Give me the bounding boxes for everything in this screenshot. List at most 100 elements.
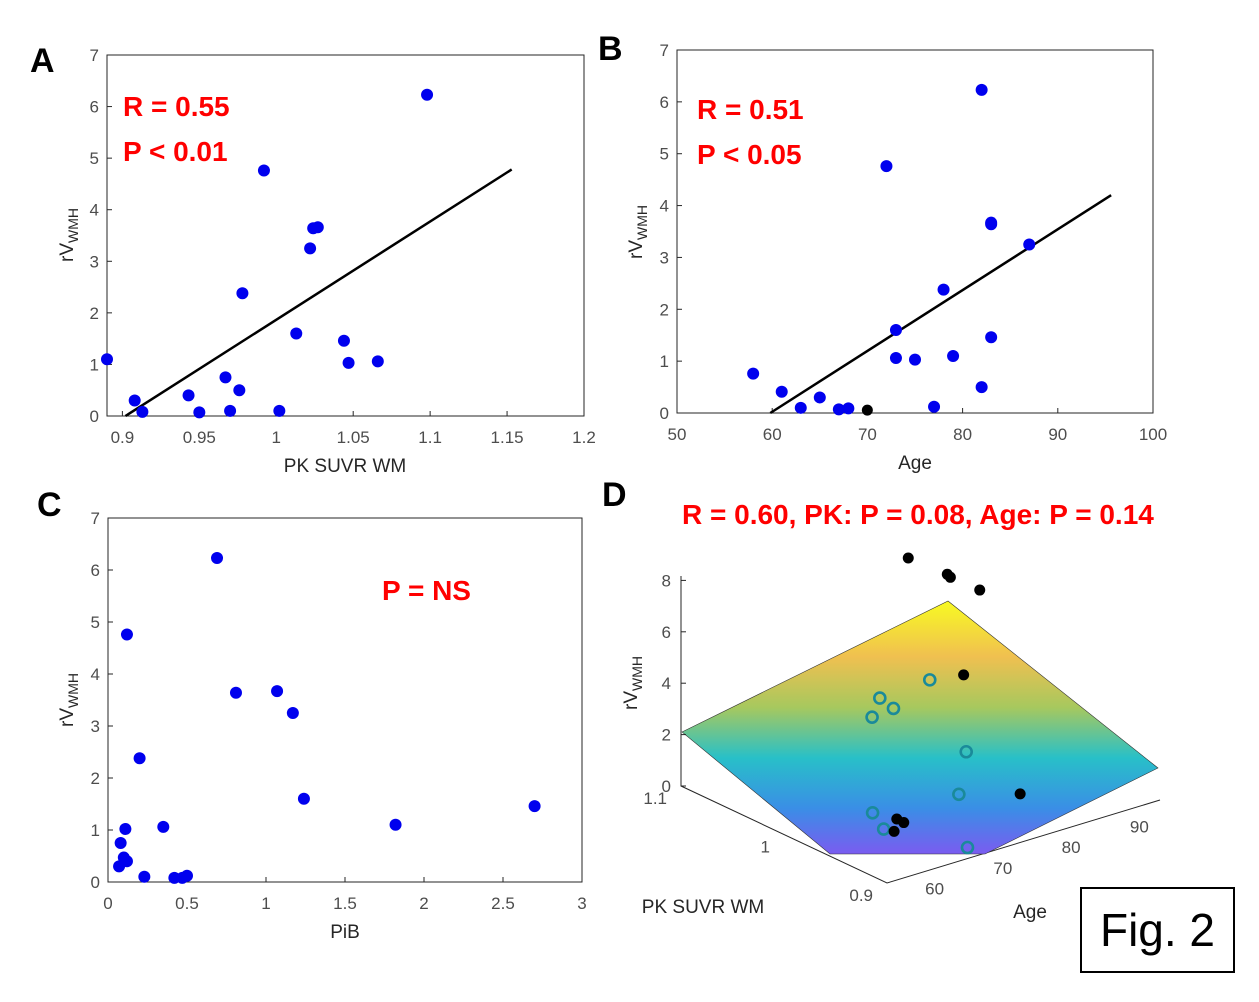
data-point-a bbox=[128, 394, 141, 407]
data-point-c bbox=[120, 855, 133, 868]
data-point-b bbox=[880, 160, 893, 173]
data-point-c bbox=[389, 818, 402, 831]
xtick-label-b: 100 bbox=[1139, 425, 1167, 444]
data-point-a bbox=[101, 353, 113, 366]
xtick-label-a: 1.15 bbox=[491, 428, 524, 447]
ylabel-a-main: rV bbox=[57, 243, 78, 262]
ytick-label-a: 4 bbox=[90, 201, 99, 220]
data-point-b bbox=[985, 331, 998, 344]
data-point-d-below bbox=[959, 744, 974, 759]
pk-tick-label-d: 1 bbox=[761, 838, 770, 857]
xtick-label-c: 3 bbox=[577, 894, 586, 913]
chart-a: 0.9 0.95 1 1.05 1.1 1.15 1.2 0 1 2 3 4 5 6 7 PK SUVR W… bbox=[57, 46, 596, 477]
ylabel-a-sub: WMH bbox=[65, 208, 81, 243]
ytick-label-b: 2 bbox=[660, 300, 669, 319]
ztick-label-d: 0 bbox=[662, 777, 671, 796]
data-point-a bbox=[304, 242, 317, 255]
ylabel-d-sub: WMH bbox=[629, 656, 645, 691]
xtick-label-c: 1.5 bbox=[333, 894, 357, 913]
points-d bbox=[861, 404, 1026, 855]
pk-tick-label-d: 1.1 bbox=[643, 789, 667, 808]
data-point-d-above bbox=[1014, 788, 1026, 800]
data-point-c bbox=[271, 685, 284, 698]
data-point-b bbox=[813, 391, 826, 404]
ytick-label-b: 4 bbox=[660, 197, 669, 216]
ytick-label-b: 6 bbox=[660, 93, 669, 112]
ylabel-c: rVWMH bbox=[57, 673, 81, 727]
age-tick-label-d: 60 bbox=[925, 880, 944, 899]
plot-area-b bbox=[676, 49, 1154, 414]
ytick-label-c: 0 bbox=[91, 873, 100, 892]
data-point-a bbox=[136, 405, 149, 418]
data-point-c bbox=[114, 837, 127, 849]
ticks-b: 50 60 70 80 90 100 0 1 2 3 4 5 6 7 bbox=[660, 41, 1168, 444]
points-c bbox=[113, 552, 541, 884]
ytick-label-c: 2 bbox=[91, 769, 100, 788]
data-point-c bbox=[138, 870, 151, 883]
ytick-label-a: 2 bbox=[90, 304, 99, 323]
panel-letter-a: A bbox=[30, 42, 55, 80]
ytick-label-a: 3 bbox=[90, 252, 99, 271]
points-b bbox=[747, 83, 1036, 416]
xtick-label-a: 1.05 bbox=[337, 428, 370, 447]
data-point-c bbox=[211, 552, 224, 565]
ylabel-c-main: rV bbox=[57, 708, 78, 727]
data-point-d-below bbox=[886, 701, 901, 716]
ylabel-d-main: rV bbox=[621, 691, 642, 710]
ytick-label-b: 7 bbox=[660, 41, 669, 60]
ylabel-b-main: rV bbox=[626, 240, 647, 259]
ytick-label-a: 5 bbox=[90, 149, 99, 168]
fit-line-b bbox=[769, 194, 1112, 415]
panel-letter-b: B bbox=[598, 30, 623, 68]
xtick-label-b: 50 bbox=[668, 425, 687, 444]
ticks-a: 0.9 0.95 1 1.05 1.1 1.15 1.2 0 1 2 3 4 5 6 7 bbox=[90, 46, 596, 447]
data-point-d-below bbox=[952, 787, 966, 802]
ytick-label-c: 1 bbox=[91, 821, 100, 840]
stat-a-p: P < 0.01 bbox=[123, 136, 228, 167]
ytick-label-c: 3 bbox=[91, 717, 100, 736]
data-point-d-below bbox=[865, 710, 879, 724]
axes-frame-d bbox=[680, 576, 1161, 884]
data-point-d-above bbox=[941, 568, 953, 580]
xtick-label-c: 1 bbox=[261, 894, 270, 913]
data-point-c bbox=[297, 792, 310, 805]
data-point-b bbox=[937, 283, 950, 296]
data-point-d-below bbox=[873, 691, 887, 705]
data-point-a bbox=[224, 404, 237, 417]
data-point-c bbox=[119, 822, 132, 835]
xtick-label-a: 0.9 bbox=[111, 428, 135, 447]
data-point-b bbox=[928, 400, 941, 413]
title-d: R = 0.60, PK: P = 0.08, Age: P = 0.14 bbox=[682, 499, 1154, 530]
zlabel-d: Age bbox=[1013, 902, 1047, 923]
xtick-label-c: 0.5 bbox=[175, 894, 199, 913]
data-point-b bbox=[909, 353, 921, 366]
age-tick-label-d: 80 bbox=[1062, 838, 1081, 857]
stat-b-r: R = 0.51 bbox=[697, 94, 804, 125]
data-point-c bbox=[528, 800, 541, 813]
ylabel-b: rVWMH bbox=[626, 205, 650, 259]
data-point-a bbox=[342, 356, 355, 369]
data-point-a bbox=[273, 404, 286, 417]
data-point-b bbox=[842, 402, 855, 415]
ztick-label-d: 2 bbox=[662, 726, 671, 745]
data-point-a bbox=[193, 406, 206, 419]
data-point-c bbox=[157, 820, 170, 833]
xtick-label-b: 90 bbox=[1048, 425, 1067, 444]
data-point-c bbox=[286, 707, 299, 719]
xtick-label-c: 2.5 bbox=[491, 894, 515, 913]
stat-c-p: P = NS bbox=[382, 575, 471, 606]
xtick-label-c: 0 bbox=[103, 894, 112, 913]
xtick-label-a: 1.2 bbox=[572, 428, 596, 447]
data-point-c bbox=[120, 628, 133, 641]
data-point-b bbox=[985, 216, 998, 229]
ytick-label-a: 7 bbox=[90, 46, 99, 65]
data-point-b bbox=[775, 385, 788, 398]
xlabel-c: PiB bbox=[330, 922, 360, 943]
data-point-d-above bbox=[902, 552, 914, 564]
xtick-label-c: 2 bbox=[419, 894, 428, 913]
ytick-label-b: 0 bbox=[660, 404, 669, 423]
data-point-d-above bbox=[891, 813, 903, 825]
ytick-label-c: 5 bbox=[91, 613, 100, 632]
plot-area-c bbox=[107, 517, 583, 883]
